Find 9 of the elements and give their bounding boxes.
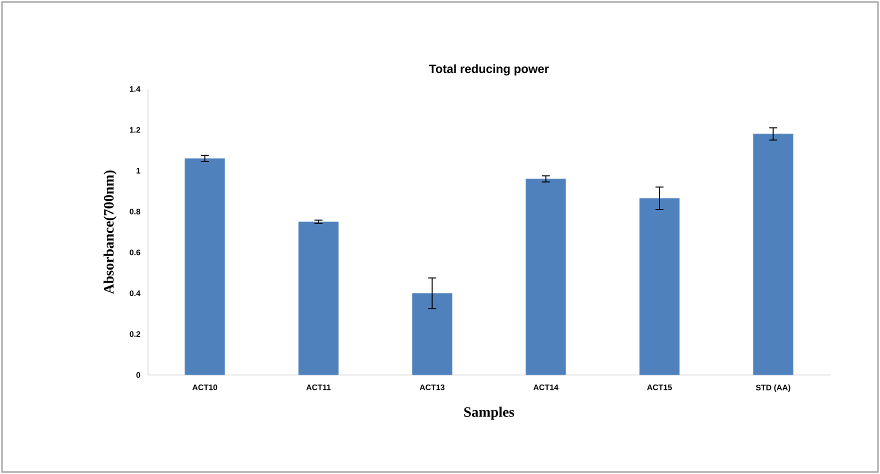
y-axis-title: Absorbance(700nm) xyxy=(104,170,117,294)
bar xyxy=(752,134,794,376)
bar xyxy=(184,158,226,376)
x-axis-title: Samples xyxy=(464,406,514,420)
bar xyxy=(298,222,339,376)
bar xyxy=(526,178,566,376)
bar xyxy=(412,293,452,376)
bar xyxy=(639,198,680,376)
chart-title: Total reducing power xyxy=(429,64,549,76)
